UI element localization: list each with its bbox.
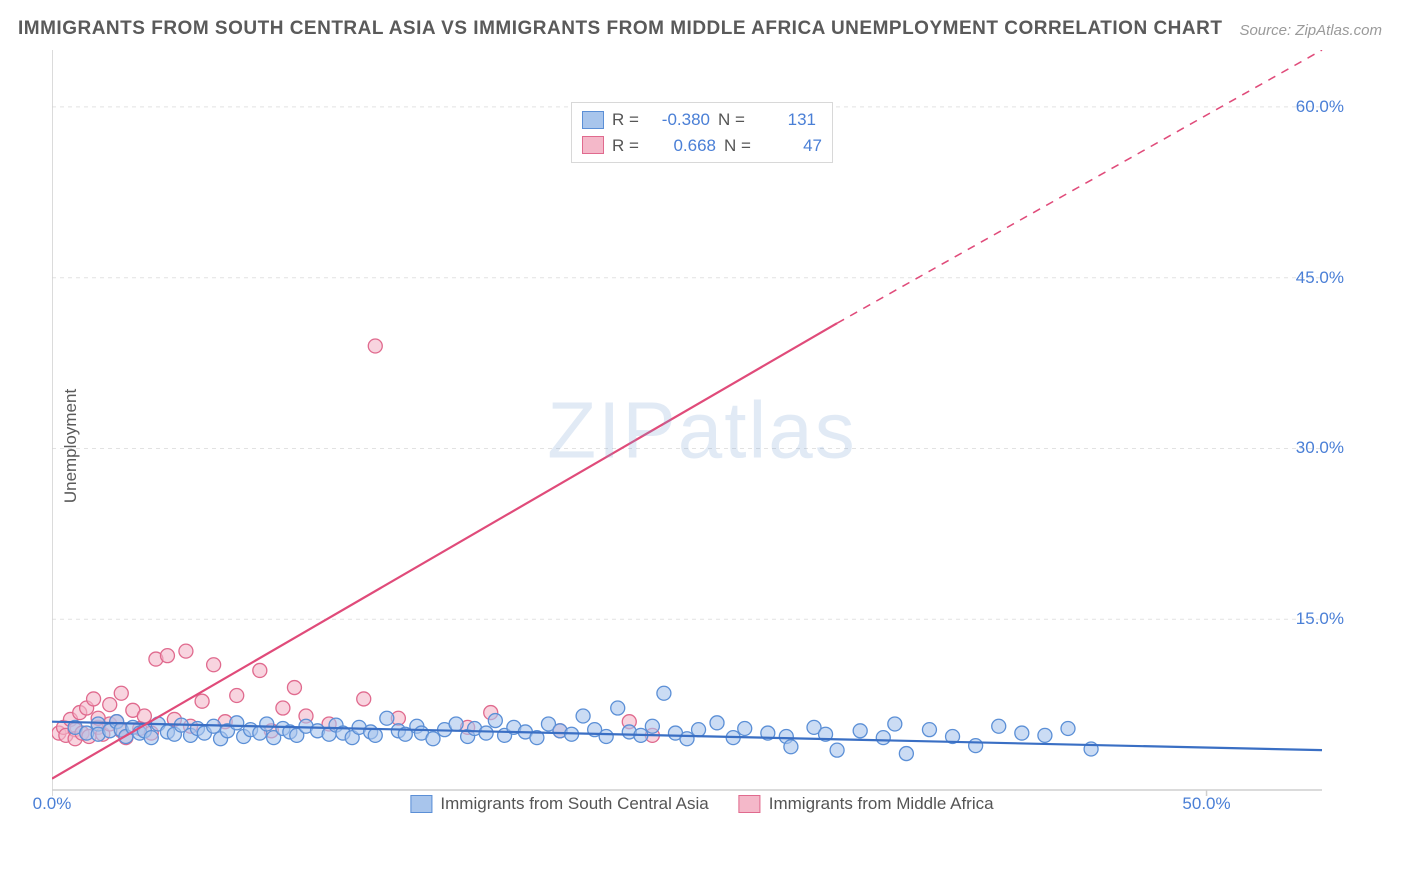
legend-swatch-series-0: [582, 111, 604, 129]
legend-r-label: R =: [612, 133, 642, 159]
legend-r-label: R =: [612, 107, 642, 133]
chart-title: IMMIGRANTS FROM SOUTH CENTRAL ASIA VS IM…: [18, 18, 1222, 40]
legend-stats-row-2: R = 0.668 N = 47: [582, 133, 822, 159]
legend-n-label: N =: [724, 133, 754, 159]
legend-swatch-0: [410, 795, 432, 813]
legend-swatch-series-1: [582, 136, 604, 154]
legend-label-0: Immigrants from South Central Asia: [440, 794, 708, 814]
x-tick-label: 0.0%: [33, 794, 72, 814]
y-tick-label: 30.0%: [1296, 438, 1344, 458]
legend-item-1: Immigrants from Middle Africa: [739, 794, 994, 814]
legend-series: Immigrants from South Central Asia Immig…: [410, 794, 993, 814]
chart-svg: [52, 50, 1352, 820]
legend-swatch-1: [739, 795, 761, 813]
y-tick-label: 15.0%: [1296, 609, 1344, 629]
legend-stats-row-1: R = -0.380 N = 131: [582, 107, 822, 133]
legend-r-value-0: -0.380: [650, 107, 710, 133]
legend-r-value-1: 0.668: [650, 133, 716, 159]
y-tick-label: 45.0%: [1296, 268, 1344, 288]
legend-n-label: N =: [718, 107, 748, 133]
legend-item-0: Immigrants from South Central Asia: [410, 794, 708, 814]
source-label: Source: ZipAtlas.com: [1239, 22, 1382, 39]
x-tick-label: 50.0%: [1182, 794, 1230, 814]
plot-area: ZIPatlas R = -0.380 N = 131 R = 0.668 N …: [52, 50, 1352, 820]
legend-label-1: Immigrants from Middle Africa: [769, 794, 994, 814]
y-tick-label: 60.0%: [1296, 97, 1344, 117]
legend-stats: R = -0.380 N = 131 R = 0.668 N = 47: [571, 102, 833, 163]
legend-n-value-0: 131: [756, 107, 816, 133]
legend-n-value-1: 47: [762, 133, 822, 159]
